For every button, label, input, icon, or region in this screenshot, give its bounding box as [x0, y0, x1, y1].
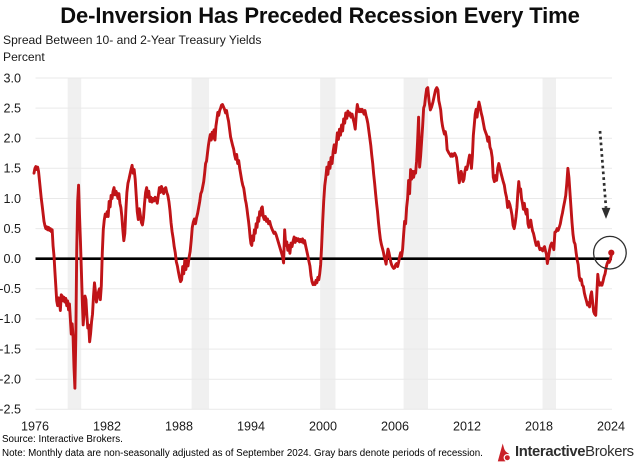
x-tick-label: 1994 [237, 420, 265, 434]
recession-band [403, 77, 428, 410]
logo-text-brokers: Brokers [585, 444, 634, 460]
arrow-head [601, 207, 611, 219]
interactive-brokers-flame-icon [497, 443, 511, 461]
logo-text-interactive: Interactive [515, 444, 586, 460]
x-tick-label: 2012 [453, 420, 481, 434]
axis-tick-labels: 3.0 2.5 2.0 1.5 1.0 0.5 0.0 -0.5 -1.0 -1.5 -2.0 -2.… [0, 71, 625, 433]
gridlines [35, 77, 612, 410]
note-text: Note: Monthly data are non-seasonally ad… [2, 447, 483, 459]
spread-line [32, 86, 615, 390]
y-tick-label: -0.5 [0, 282, 21, 296]
chart-subtitle: Spread Between 10- and 2-Year Treasury Y… [3, 32, 262, 47]
highlight-circle [592, 235, 627, 270]
recession-band [191, 77, 210, 410]
treasury-spread-line [32, 86, 613, 390]
y-axis-unit-label: Percent [3, 49, 45, 64]
x-tick-label: 1988 [165, 420, 193, 434]
dashed-arrow-shaft [598, 130, 608, 209]
x-tick-label: 2000 [309, 420, 337, 434]
y-tick-label: 2.0 [3, 132, 21, 146]
interactive-brokers-logo: InteractiveBrokers [496, 443, 634, 462]
y-tick-label: -1.5 [0, 342, 21, 356]
y-tick-label: -2.0 [0, 373, 21, 387]
x-tick-label: 2024 [597, 420, 625, 434]
source-text: Source: Interactive Brokers. [2, 434, 123, 445]
y-tick-label: 0.5 [3, 222, 21, 236]
annotations [592, 130, 627, 270]
y-tick-label: 1.0 [3, 192, 21, 206]
x-tick-label: 1976 [21, 420, 49, 434]
recession-bands [67, 77, 556, 410]
latest-point-marker [608, 249, 615, 256]
chart-title: De-Inversion Has Preceded Recession Ever… [60, 2, 580, 28]
logo-wordmark: InteractiveBrokers [515, 444, 634, 460]
y-tick-label: 0.0 [3, 252, 21, 266]
y-tick-label: 2.5 [3, 101, 21, 115]
y-tick-label: -1.0 [0, 312, 21, 326]
x-tick-label: 2006 [381, 420, 409, 434]
y-tick-label: -2.5 [0, 403, 21, 417]
x-tick-label: 1982 [93, 420, 121, 434]
y-tick-label: 1.5 [3, 162, 21, 176]
recession-band [542, 77, 556, 410]
y-tick-label: 3.0 [3, 71, 21, 85]
x-tick-label: 2018 [525, 420, 553, 434]
